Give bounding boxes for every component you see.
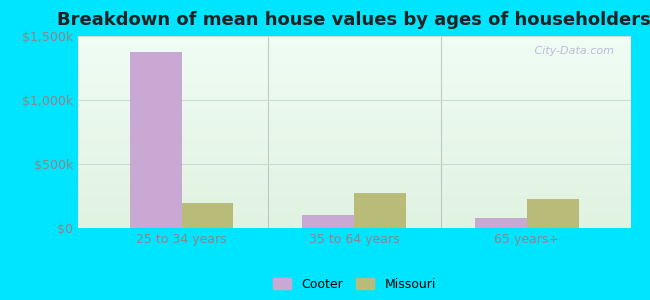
Legend: Cooter, Missouri: Cooter, Missouri [269, 274, 439, 295]
Bar [130, 52, 181, 228]
Text: City-Data.com: City-Data.com [531, 46, 614, 56]
Bar [475, 218, 527, 228]
Bar [302, 215, 354, 228]
Bar [354, 194, 406, 228]
Title: Breakdown of mean house values by ages of householders: Breakdown of mean house values by ages o… [57, 11, 650, 29]
Bar [181, 203, 233, 228]
Bar [527, 199, 579, 228]
